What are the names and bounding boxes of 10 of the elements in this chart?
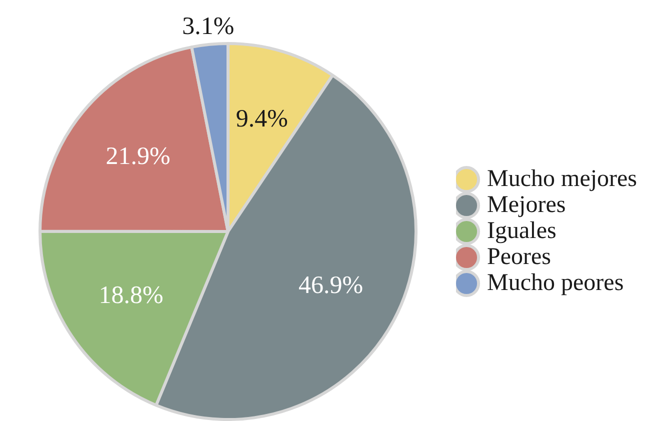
data-label: 46.9% bbox=[298, 272, 364, 300]
data-label: 18.8% bbox=[98, 282, 164, 309]
legend-label: Peores bbox=[487, 244, 552, 270]
legend-label: Mucho peores bbox=[487, 270, 624, 296]
data-label: 21.9% bbox=[106, 142, 170, 170]
data-label: 9.4% bbox=[236, 106, 288, 133]
legend-label: Mejores bbox=[487, 192, 566, 218]
data-label: 3.1% bbox=[182, 13, 234, 40]
legend-label: Iguales bbox=[487, 218, 556, 244]
legend-label: Mucho mejores bbox=[487, 166, 638, 192]
